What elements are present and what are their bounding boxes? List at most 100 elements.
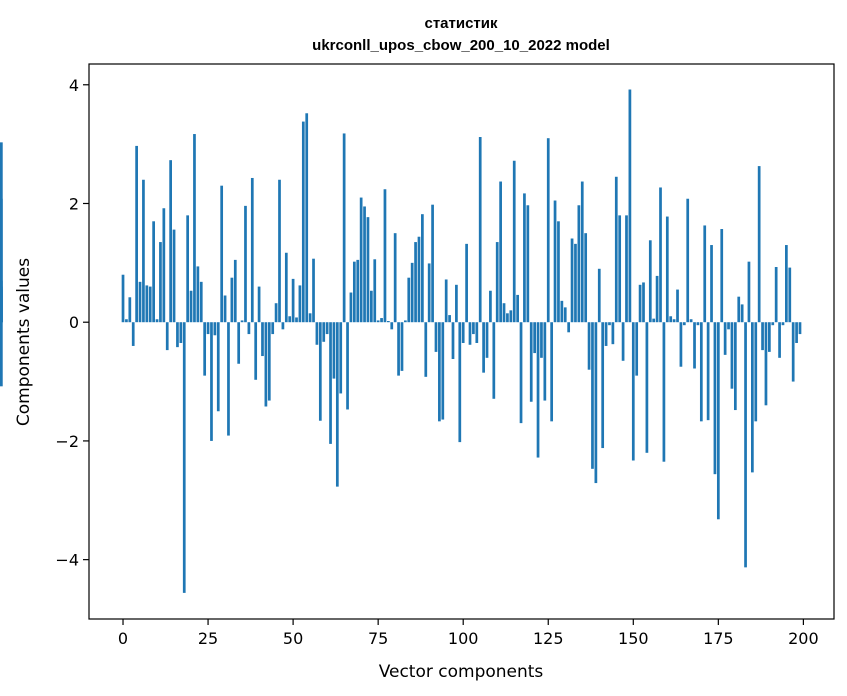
bar-181 — [737, 296, 741, 323]
bar-159 — [662, 322, 666, 462]
bar-19 — [186, 215, 190, 323]
bar-133 — [574, 243, 577, 323]
bar-55 — [308, 313, 312, 323]
bar-99 — [458, 322, 462, 443]
bar-146 — [618, 215, 622, 323]
bar-49 — [288, 316, 292, 323]
bar-80 — [393, 233, 397, 323]
bar-128 — [557, 221, 560, 323]
bar-178 — [727, 322, 730, 330]
bar-0 — [121, 274, 125, 323]
bar-44 — [271, 322, 275, 335]
bar-30 — [223, 295, 227, 323]
bar-56 — [312, 258, 315, 323]
bar-10 — [155, 319, 159, 323]
bar-111 — [499, 181, 502, 323]
bar-148 — [625, 215, 628, 323]
bar-33 — [233, 259, 237, 323]
bar-127 — [553, 200, 557, 323]
bar-45 — [274, 303, 278, 323]
bar-87 — [417, 236, 421, 323]
bar-194 — [781, 322, 785, 326]
bar-199 — [798, 322, 802, 335]
bar-156 — [652, 318, 656, 323]
bar-9 — [152, 221, 155, 323]
bar-122 — [536, 322, 540, 458]
bar-51 — [295, 317, 298, 323]
bar-168 — [693, 322, 696, 369]
bar-179 — [730, 322, 734, 389]
bar-82 — [400, 322, 404, 371]
bar-6 — [142, 179, 145, 323]
bar-117 — [519, 322, 523, 424]
bar-83 — [404, 320, 407, 323]
bar-134 — [577, 205, 581, 323]
x-tick-label: 125 — [533, 629, 564, 648]
bar-109 — [492, 322, 496, 399]
bar-160 — [665, 216, 669, 323]
chart-title-line1: статистик — [424, 15, 498, 32]
bar-17 — [179, 322, 183, 343]
bar-18 — [182, 322, 186, 593]
bar-76 — [380, 318, 383, 323]
bar-28 — [216, 322, 220, 412]
bar-14 — [169, 160, 172, 323]
bar-50 — [291, 278, 295, 323]
bar-25 — [206, 322, 210, 335]
bar-153 — [642, 282, 645, 323]
x-tick-label: 75 — [368, 629, 388, 648]
bar-81 — [397, 322, 400, 376]
bar-185 — [751, 322, 754, 473]
bar-104 — [475, 322, 479, 343]
bar-13 — [165, 322, 169, 351]
bar-65 — [342, 133, 346, 323]
bar-143 — [608, 322, 611, 326]
bar-124 — [543, 322, 547, 401]
bar-103 — [472, 322, 475, 335]
bar-62 — [332, 322, 336, 379]
bar-167 — [689, 319, 693, 323]
bar-102 — [468, 322, 472, 345]
bar-63 — [335, 322, 339, 487]
x-tick-label: 200 — [788, 629, 819, 648]
bar-46 — [278, 179, 281, 323]
bar-38 — [250, 177, 254, 323]
bar-88 — [421, 214, 424, 323]
x-tick-label: 0 — [118, 629, 128, 648]
bar-2 — [128, 297, 132, 323]
bar-48 — [284, 252, 288, 323]
bar-114 — [509, 310, 513, 323]
bar-24 — [203, 322, 207, 376]
bar-66 — [346, 322, 349, 410]
bar-171 — [703, 225, 707, 323]
bar-7 — [145, 285, 149, 323]
bar-20 — [189, 290, 193, 323]
bar-177 — [723, 322, 727, 355]
bar-110 — [495, 242, 499, 323]
bar-15 — [172, 229, 176, 323]
bar-31 — [227, 322, 230, 436]
bar-21 — [193, 134, 196, 323]
x-tick-label: 50 — [283, 629, 303, 648]
bar-182 — [740, 304, 744, 323]
bar-155 — [648, 240, 652, 323]
bar-60 — [325, 322, 329, 335]
bar-187 — [757, 166, 761, 323]
bar-35 — [240, 320, 244, 323]
bar-132 — [570, 238, 574, 323]
bar-163 — [676, 289, 679, 323]
bar-79 — [390, 322, 394, 330]
bar-195 — [785, 245, 788, 323]
bar-176 — [720, 229, 724, 323]
bar-130 — [563, 307, 567, 323]
x-tick-label: 25 — [198, 629, 218, 648]
bar-137 — [587, 322, 591, 370]
bar-23 — [199, 281, 203, 323]
bar-108 — [489, 290, 492, 323]
bar-58 — [318, 322, 322, 421]
bar-97 — [451, 322, 455, 360]
bar-142 — [604, 322, 608, 346]
bar-32 — [230, 277, 234, 323]
bar-34 — [237, 322, 241, 364]
bar-54 — [305, 113, 309, 323]
